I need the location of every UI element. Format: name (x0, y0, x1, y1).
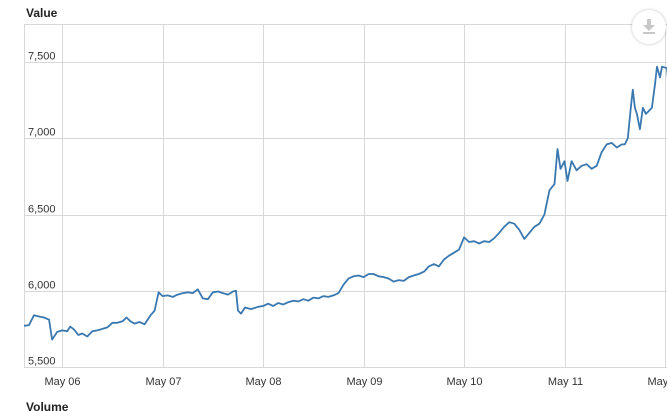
y-tick-label: 5,500 (28, 356, 56, 368)
y-tick-label: 6,000 (28, 280, 56, 292)
y-tick-label: 7,000 (28, 127, 56, 139)
y-tick-labels: 5,500 6,000 6,500 7,000 7,500 (28, 51, 56, 368)
export-menu-button[interactable] (632, 10, 666, 44)
x-tick-label: May 11 (548, 376, 583, 388)
y-tick-label: 6,500 (28, 204, 56, 216)
download-icon (643, 19, 655, 34)
x-tick-label: May 06 (44, 376, 80, 388)
x-tick-labels: May 06 May 07 May 08 May 09 May 10 May 11 May … (44, 376, 667, 388)
volume-panel-title: Volume (26, 400, 69, 411)
y-tick-label: 7,500 (28, 51, 56, 63)
gridlines (24, 24, 667, 368)
x-tick-label: May 07 (145, 376, 181, 388)
x-tick-label: May 08 (245, 376, 281, 388)
x-tick-label: May 10 (446, 376, 482, 388)
series-lines (23, 65, 667, 341)
y-axis-title: Value (26, 6, 58, 20)
x-tick-label: May 09 (346, 376, 382, 388)
series-line-0 (23, 65, 667, 341)
x-tick-label: May 12 (647, 376, 667, 388)
